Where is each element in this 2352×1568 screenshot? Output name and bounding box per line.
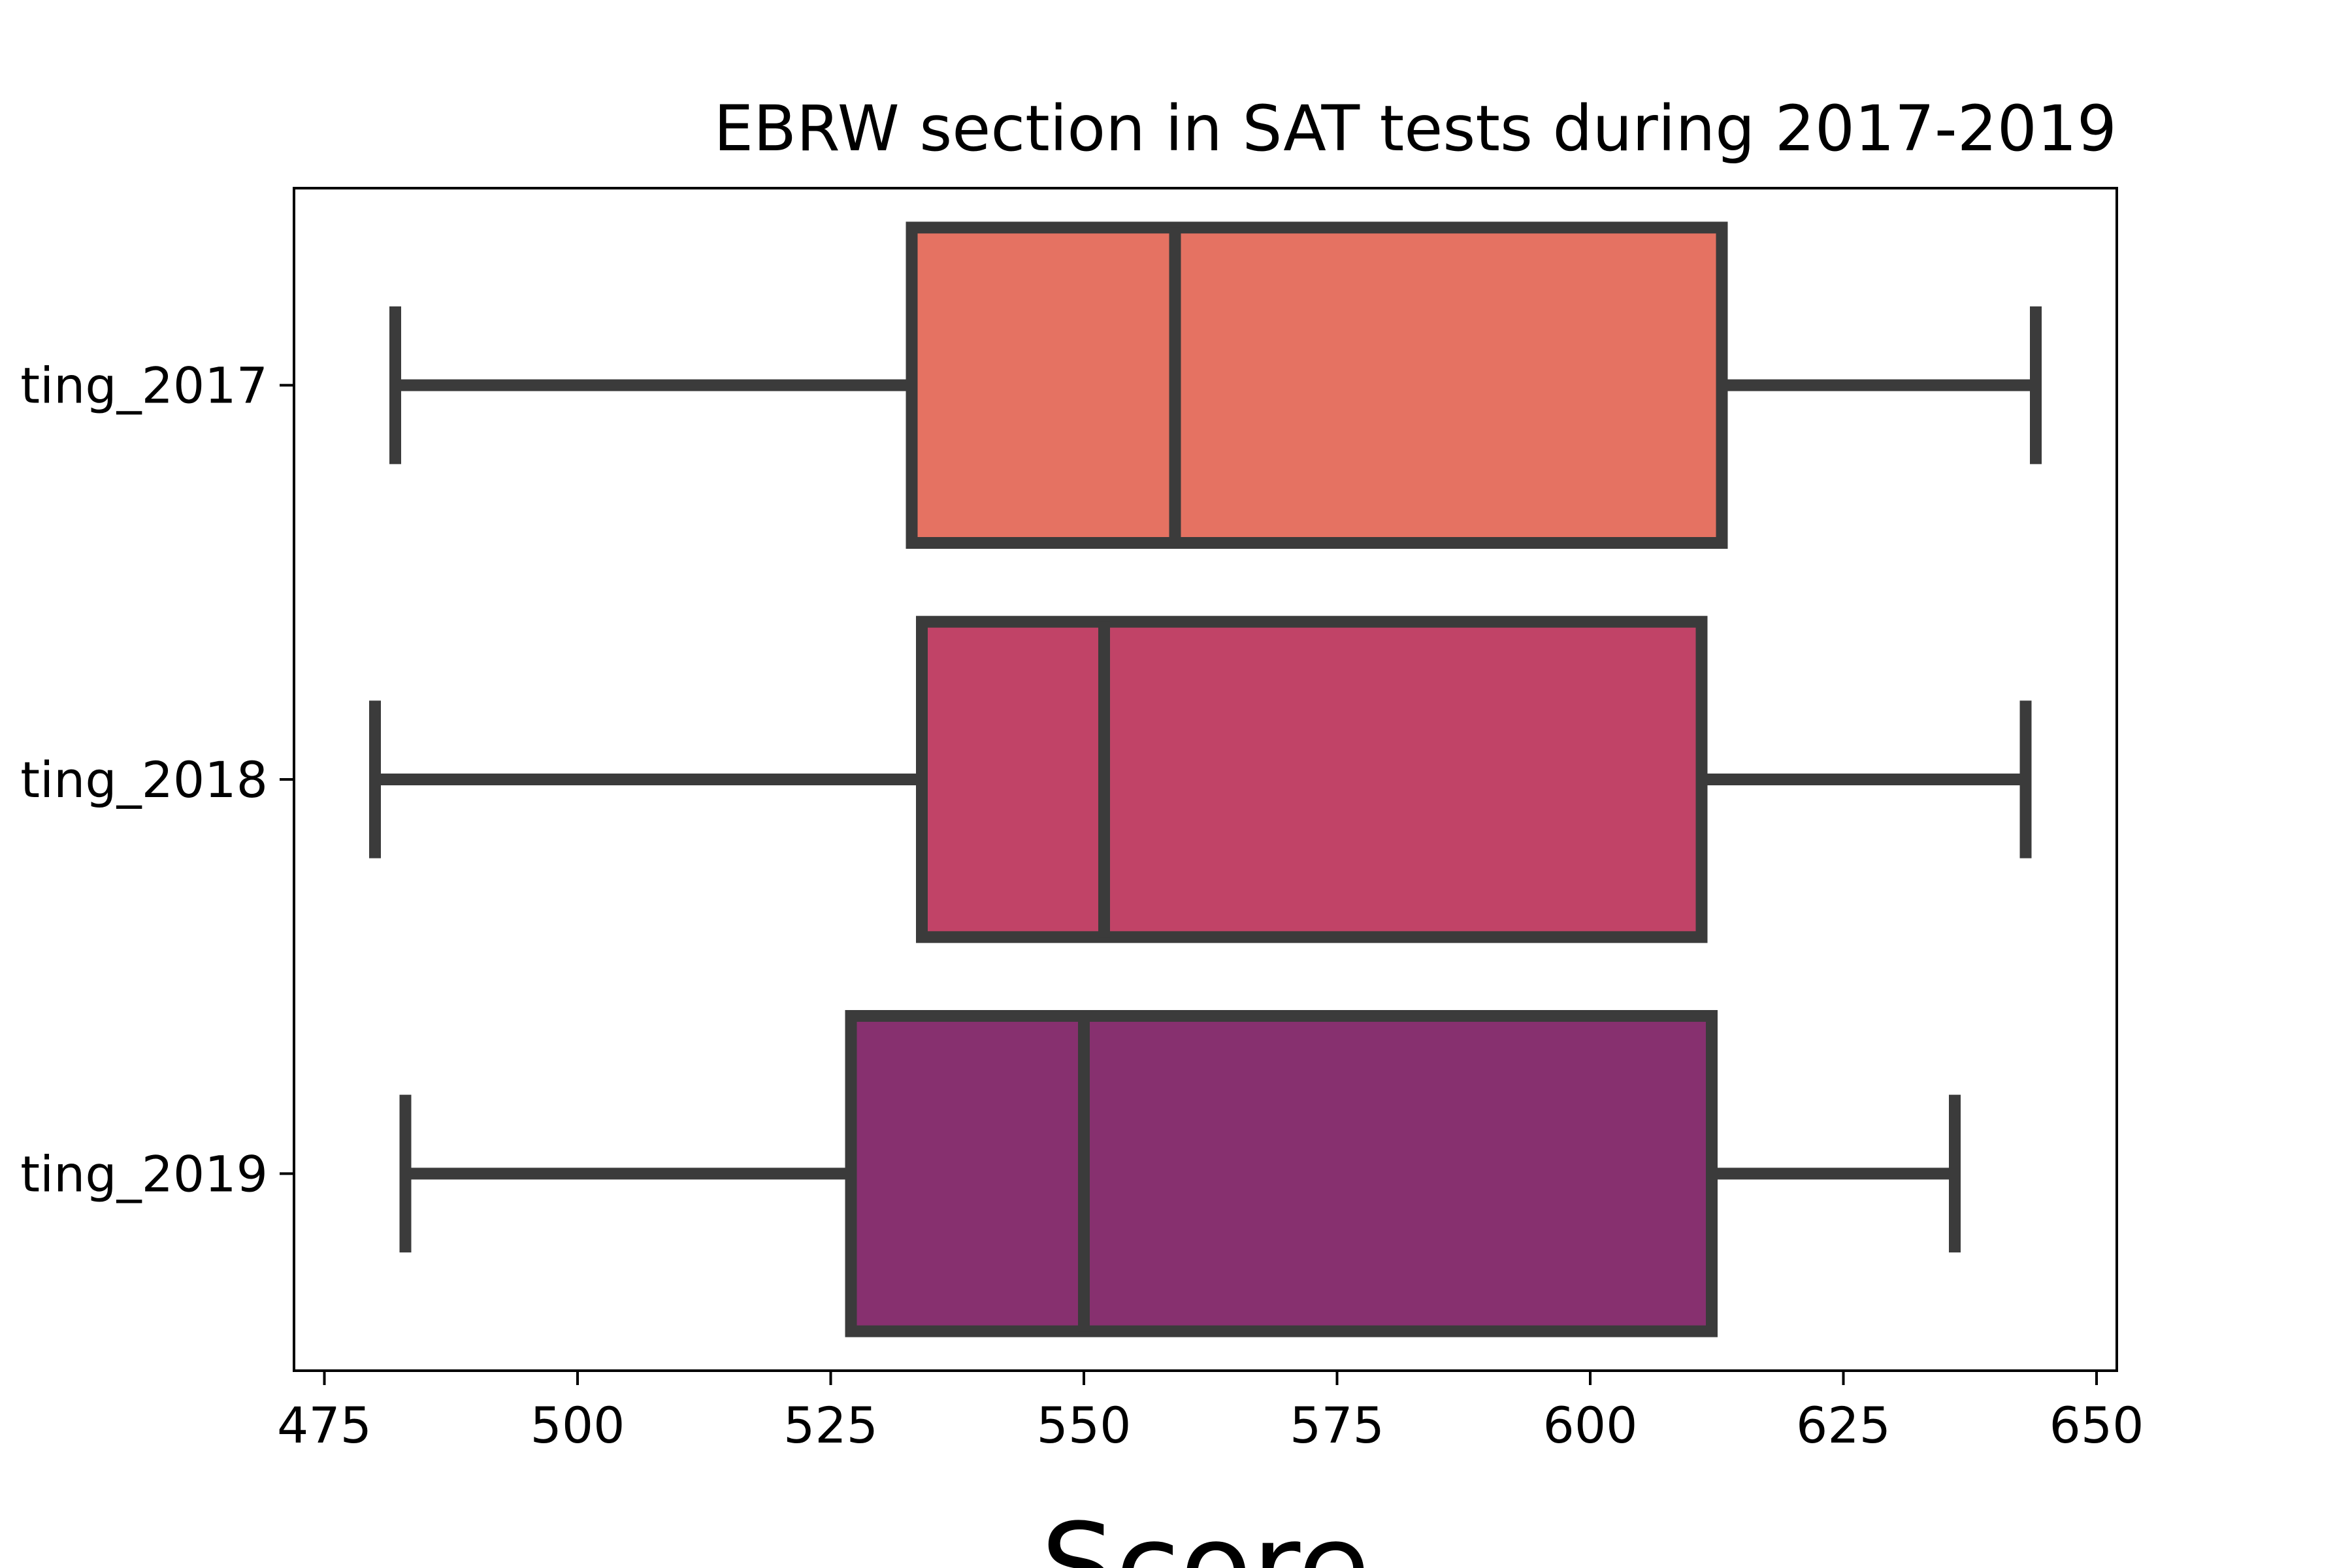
x-tick-label: 575 [1290, 1396, 1384, 1454]
y-tick-label: ting_2018 [20, 751, 268, 809]
box-group [369, 615, 2032, 943]
x-tick-label: 475 [277, 1396, 372, 1454]
x-tick-label: 600 [1543, 1396, 1637, 1454]
x-tick-label: 550 [1036, 1396, 1131, 1454]
x-tick-label: 500 [530, 1396, 625, 1454]
box-iqr [916, 615, 1708, 943]
box-group [389, 221, 2042, 549]
box-group [399, 1010, 1961, 1337]
y-tick-label: ting_2019 [20, 1145, 268, 1203]
x-axis-label: Score [1041, 1499, 1370, 1568]
box-iqr [906, 221, 1728, 549]
chart-title: EBRW section in SAT tests during 2017-20… [713, 92, 2117, 165]
x-tick-label: 650 [2049, 1396, 2144, 1454]
x-tick-label: 525 [783, 1396, 878, 1454]
x-tick-label: 625 [1796, 1396, 1891, 1454]
x-axis: 475 500 525 550 575 600 625 650 [277, 1371, 2144, 1454]
boxes-layer [369, 221, 2042, 1337]
y-tick-label: ting_2017 [20, 357, 268, 415]
box-iqr [845, 1010, 1718, 1337]
y-axis: ting_2017 ting_2018 ting_2019 [20, 357, 294, 1203]
